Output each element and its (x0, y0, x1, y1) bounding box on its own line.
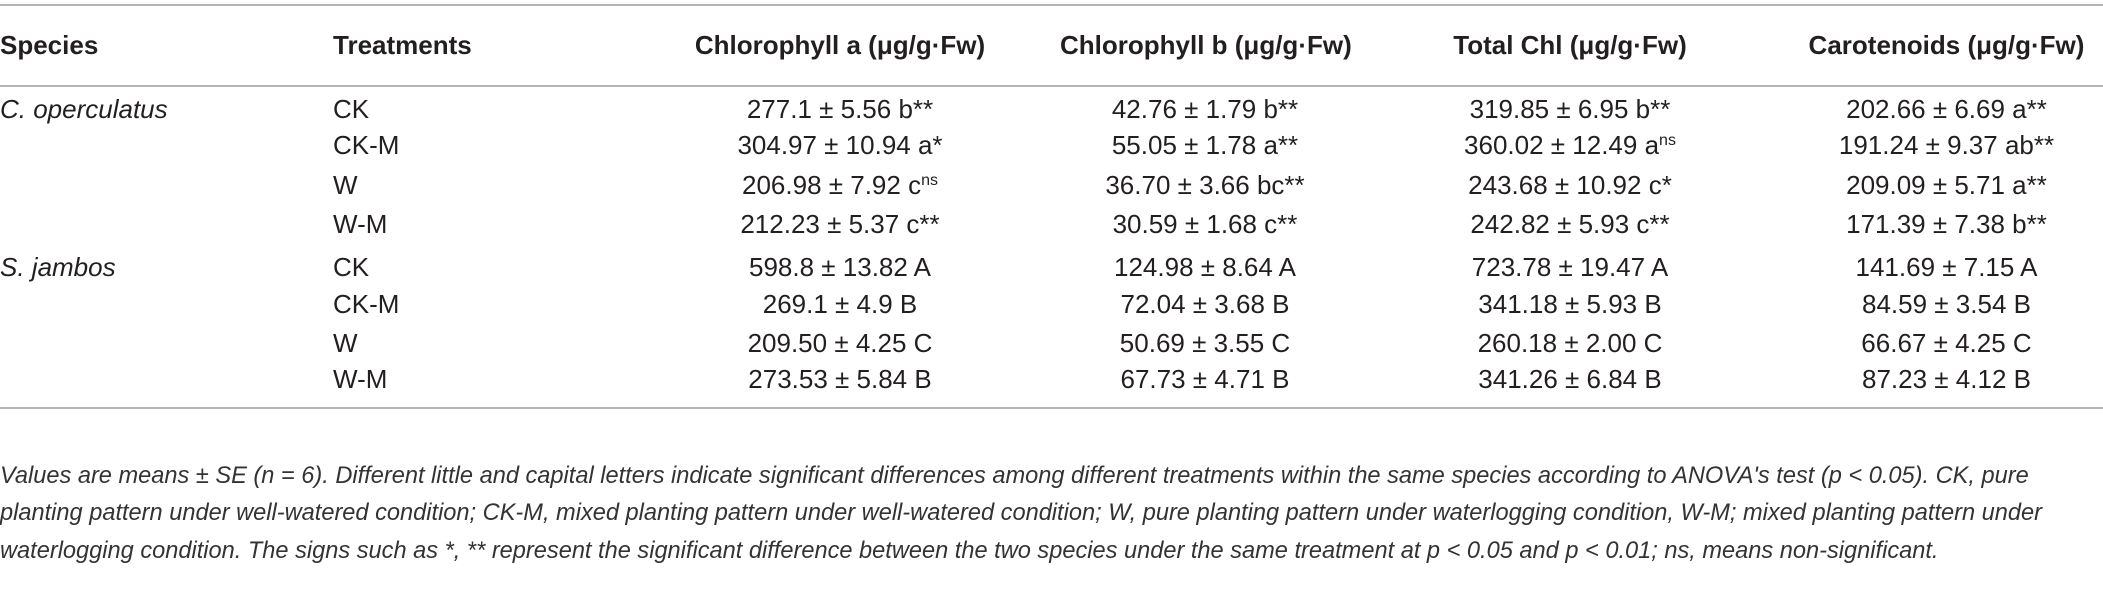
treatment-cell: CK (333, 252, 370, 283)
value-cell: 260.18 ± 2.00 C (1477, 328, 1663, 359)
column-header: Treatments (333, 30, 472, 60)
value-cell: 171.39 ± 7.38 b** (1846, 209, 2047, 240)
value-cell: 341.26 ± 6.84 B (1478, 363, 1662, 394)
column-header: Species (0, 30, 99, 60)
column-header: Carotenoids (μg/g·Fw) (1808, 30, 2085, 60)
value-cell: 67.73 ± 4.71 B (1120, 363, 1290, 394)
treatment-cell: CK-M (333, 288, 400, 319)
value-cell: 87.23 ± 4.12 B (1862, 363, 2031, 394)
value-cell: 319.85 ± 6.95 b** (1469, 93, 1671, 124)
header-row: Species Treatments Chlorophyll a (μg/g·Fw)… (0, 5, 2103, 86)
treatment-cell: W (333, 169, 358, 200)
table-row: W-M 212.23 ± 5.37 c** 30.59 ± 1.68 c** 242.… (0, 205, 2103, 245)
data-table: Species Treatments Chlorophyll a (μg/g·Fw)… (0, 4, 2103, 409)
table-row: W-M 273.53 ± 5.84 B 67.73 ± 4.71 B 341.26 ±… (0, 364, 2103, 408)
empty-cell (0, 165, 333, 205)
value-cell: 341.18 ± 5.93 B (1478, 288, 1662, 319)
value-cell: 209.50 ± 4.25 C (747, 328, 933, 359)
value-cell: 273.53 ± 5.84 B (748, 363, 932, 394)
value-cell: 242.82 ± 5.93 c** (1470, 209, 1670, 240)
value-cell: 42.76 ± 1.79 b** (1111, 93, 1299, 124)
value-cell: 206.98 ± 7.92 cns (620, 165, 1060, 205)
empty-cell (0, 324, 333, 364)
table-row: W 206.98 ± 7.92 cns 36.70 ± 3.66 bc** 243.6… (0, 165, 2103, 205)
treatment-cell: CK-M (333, 130, 400, 161)
empty-cell (0, 284, 333, 324)
table-row: C. operculatus CK 277.1 ± 5.56 b** 42.76 ± … (0, 86, 2103, 126)
value-cell: 212.23 ± 5.37 c** (740, 209, 940, 240)
value-cell: 55.05 ± 1.78 a** (1111, 130, 1299, 161)
empty-cell (0, 126, 333, 166)
value-cell: 30.59 ± 1.68 c** (1112, 209, 1298, 240)
value-cell: 50.69 ± 3.55 C (1119, 328, 1291, 359)
table-header: Species Treatments Chlorophyll a (μg/g·Fw)… (0, 5, 2103, 86)
significance-mark: ns (921, 171, 938, 189)
column-header: Chlorophyll b (μg/g·Fw) (1060, 30, 1352, 60)
value-cell: 243.68 ± 10.92 c* (1468, 169, 1672, 200)
value-cell: 277.1 ± 5.56 b** (746, 93, 934, 124)
value-text: 206.98 ± 7.92 c (742, 169, 922, 200)
value-cell: 191.24 ± 9.37 ab** (1838, 130, 2055, 161)
value-cell: 598.8 ± 13.82 A (749, 252, 931, 283)
value-cell: 360.02 ± 12.49 ans (1350, 126, 1790, 166)
column-header: Chlorophyll a (μg/g·Fw) (694, 30, 986, 60)
empty-cell (0, 205, 333, 245)
species-cell: S. jambos (0, 252, 116, 283)
species-cell: C. operculatus (0, 93, 168, 124)
footnote: Values are means ± SE (n = 6). Different… (0, 463, 2042, 564)
table-row: CK-M 304.97 ± 10.94 a* 55.05 ± 1.78 a** 360… (0, 126, 2103, 166)
value-cell: 84.59 ± 3.54 B (1862, 288, 2031, 319)
value-cell: 269.1 ± 4.9 B (762, 288, 918, 319)
value-cell: 304.97 ± 10.94 a* (737, 130, 943, 161)
significance-mark: ns (1659, 132, 1676, 150)
treatment-cell: W-M (333, 363, 388, 394)
table-row: S. jambos CK 598.8 ± 13.82 A 124.98 ± 8.64 … (0, 245, 2103, 285)
value-cell: 723.78 ± 19.47 A (1471, 252, 1669, 283)
value-cell: 66.67 ± 4.25 C (1861, 328, 2032, 359)
value-cell: 124.98 ± 8.64 A (1114, 252, 1296, 283)
table-row: CK-M 269.1 ± 4.9 B 72.04 ± 3.68 B 341.18 ± … (0, 284, 2103, 324)
value-cell: 202.66 ± 6.69 a** (1846, 93, 2047, 124)
table-body: C. operculatus CK 277.1 ± 5.56 b** 42.76 ± … (0, 86, 2103, 408)
treatment-cell: CK (333, 93, 370, 124)
empty-cell (0, 364, 333, 408)
column-header: Total Chl (μg/g·Fw) (1453, 30, 1687, 60)
value-text: 360.02 ± 12.49 a (1464, 130, 1660, 161)
value-cell: 36.70 ± 3.66 bc** (1105, 169, 1305, 200)
treatment-cell: W (333, 328, 358, 359)
treatment-cell: W-M (333, 209, 388, 240)
value-cell: 209.09 ± 5.71 a** (1846, 169, 2047, 200)
value-cell: 141.69 ± 7.15 A (1855, 252, 2038, 283)
table-row: W 209.50 ± 4.25 C 50.69 ± 3.55 C 260.18 ± 2… (0, 324, 2103, 364)
value-cell: 72.04 ± 3.68 B (1120, 288, 1290, 319)
